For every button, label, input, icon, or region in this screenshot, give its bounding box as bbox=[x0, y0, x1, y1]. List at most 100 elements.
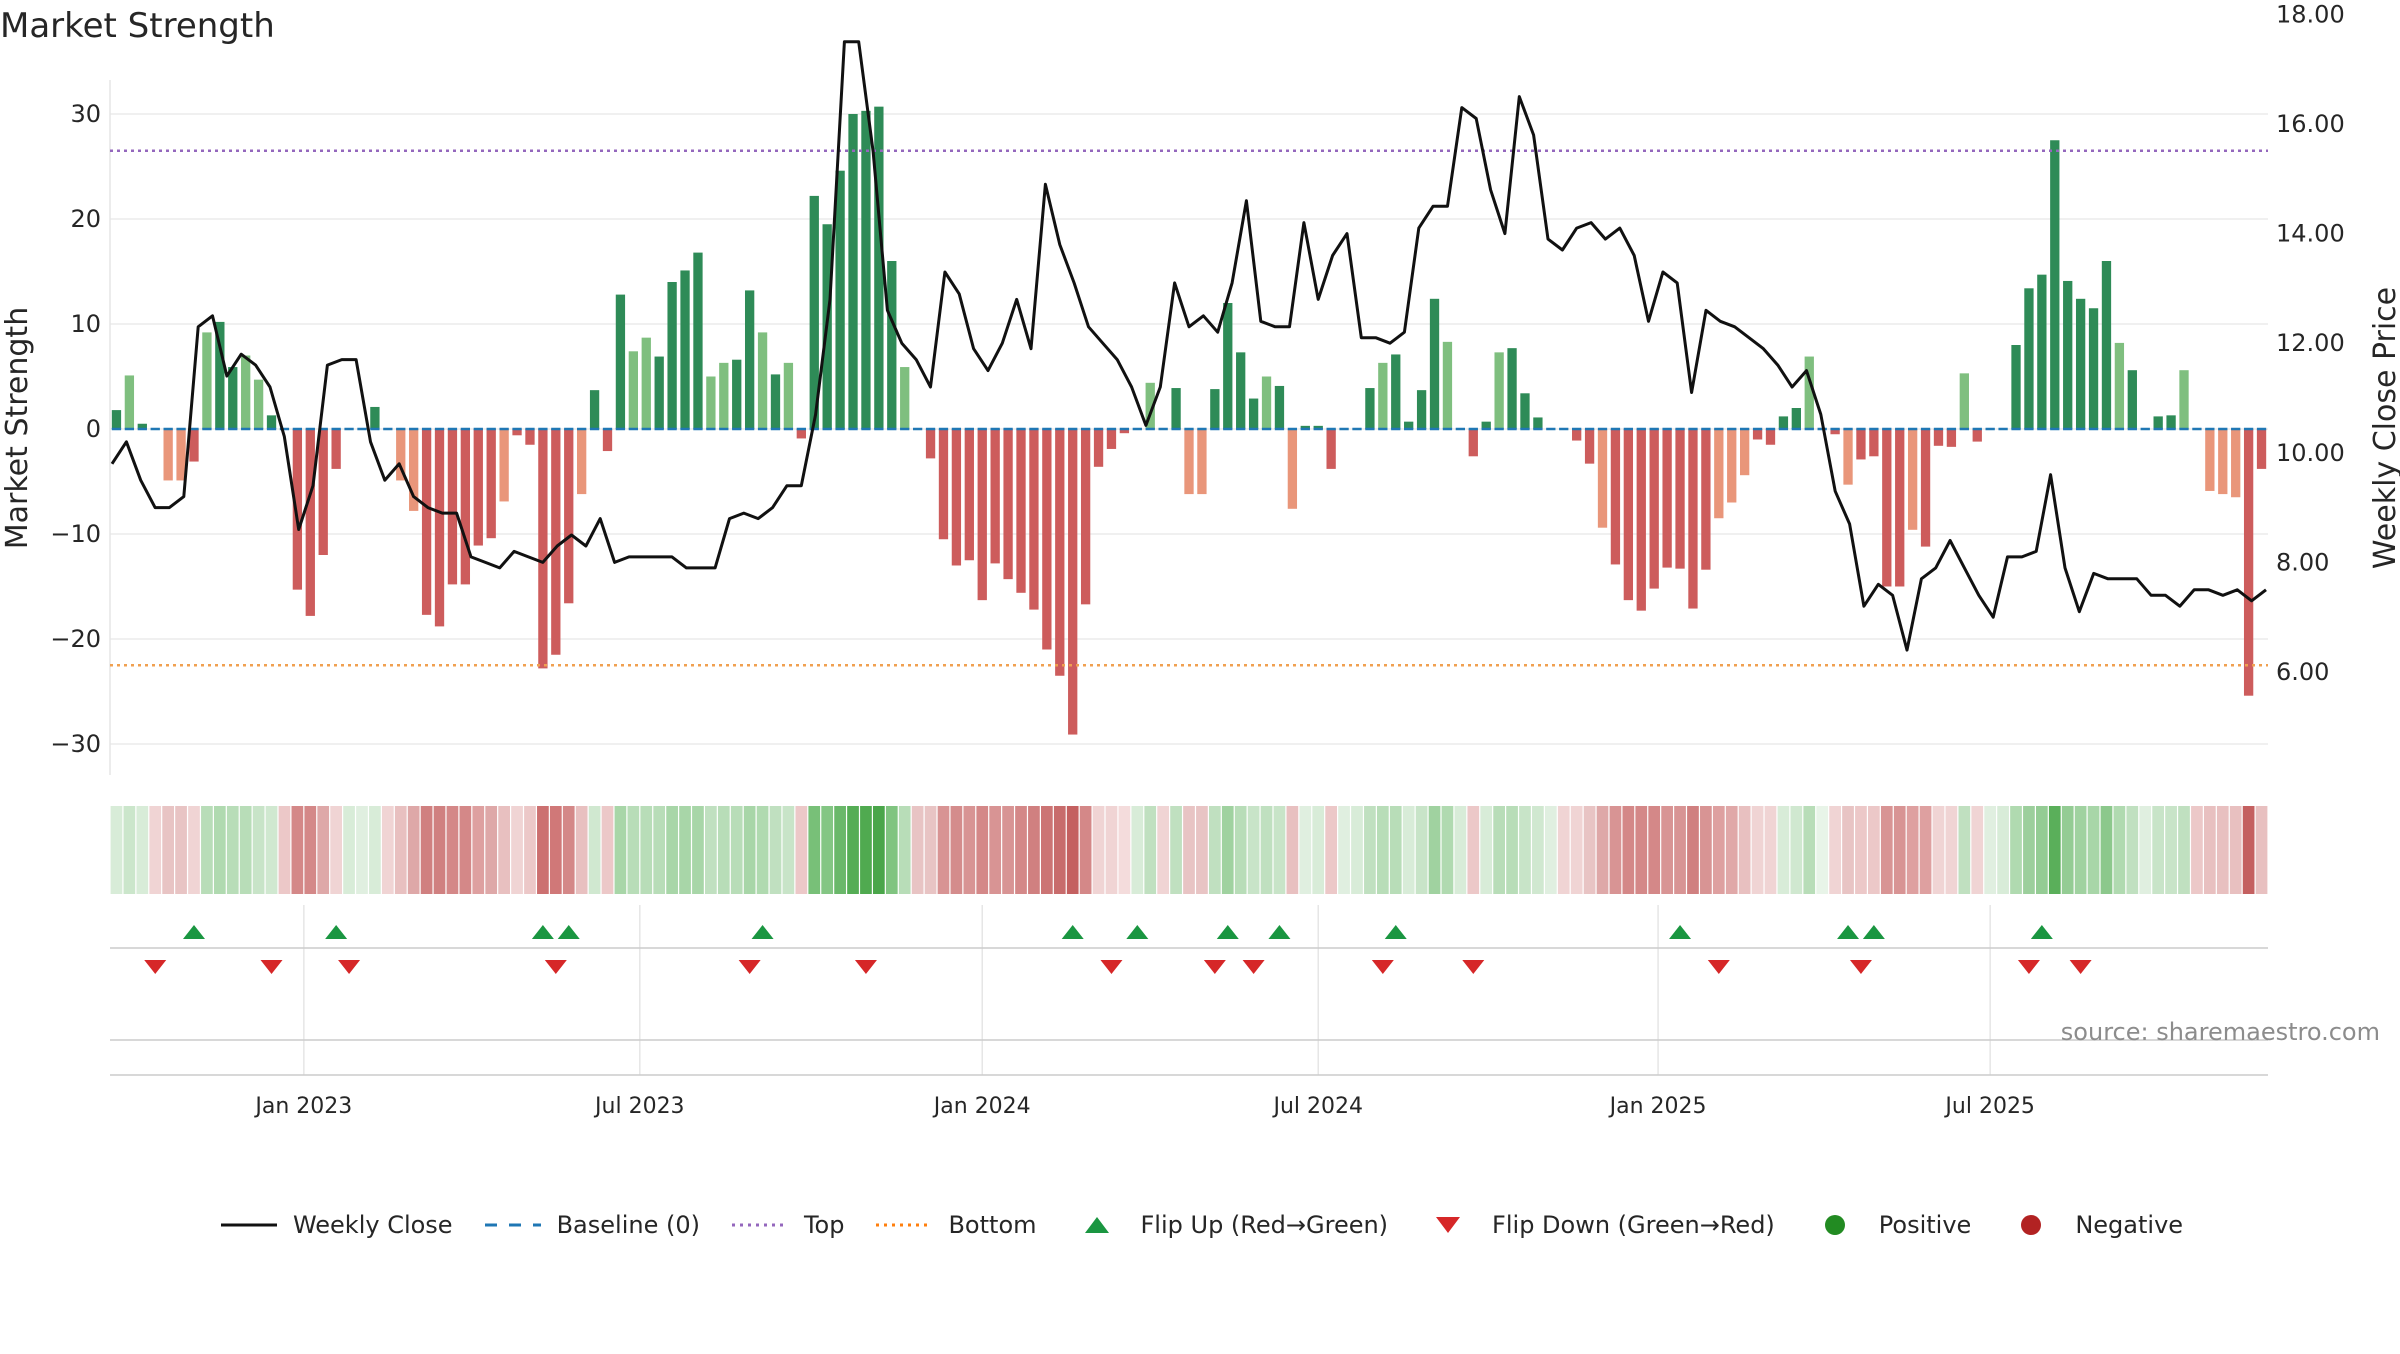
strength-bar bbox=[1093, 429, 1104, 467]
strength-bar bbox=[228, 367, 238, 429]
strip-cell bbox=[860, 806, 872, 894]
strip-cell bbox=[1506, 806, 1518, 894]
strip-cell bbox=[1428, 806, 1441, 894]
x-tick-label: Jan 2025 bbox=[1608, 1094, 1707, 1119]
legend-item: Negative bbox=[1999, 1211, 2183, 1239]
legend-swatch-icon bbox=[1824, 1215, 1845, 1235]
strip-cell bbox=[575, 806, 588, 894]
strip-cell bbox=[420, 806, 433, 894]
strength-bar bbox=[1429, 298, 1440, 429]
strip-cell bbox=[1028, 806, 1040, 894]
strength-bar bbox=[564, 429, 574, 604]
strip-cell bbox=[1803, 806, 1816, 894]
strength-bar bbox=[1300, 425, 1310, 429]
strip-cell bbox=[1299, 806, 1312, 894]
strength-bar bbox=[1404, 421, 1414, 429]
strength-bar bbox=[460, 429, 471, 585]
strength-bar bbox=[538, 429, 548, 669]
strength-bar bbox=[719, 362, 729, 429]
strength-bar bbox=[111, 410, 122, 429]
flip-up-marker bbox=[1126, 925, 1149, 939]
strength-bar bbox=[2088, 308, 2099, 429]
legend-label: Flip Up (Red→Green) bbox=[1140, 1211, 1389, 1239]
flip-up-marker bbox=[1837, 925, 1860, 939]
flip-down-marker bbox=[144, 960, 167, 974]
strip-cell bbox=[1700, 806, 1712, 894]
strip-cell bbox=[201, 806, 213, 894]
strip-cell bbox=[1764, 806, 1777, 894]
strip-cell bbox=[950, 806, 963, 894]
strength-bar bbox=[1701, 429, 1711, 570]
strength-bar bbox=[951, 429, 962, 566]
strength-bar bbox=[1584, 429, 1595, 464]
strip-cell bbox=[666, 806, 678, 894]
strip-cell bbox=[1868, 806, 1880, 894]
strip-cell bbox=[2255, 806, 2268, 894]
x-tick-label: Jul 2025 bbox=[1943, 1094, 2035, 1119]
strip-cell bbox=[1674, 806, 1686, 894]
strength-bar bbox=[1830, 429, 1840, 435]
flip-down-marker bbox=[1242, 960, 1265, 974]
strip-cell bbox=[2178, 806, 2190, 894]
strength-bar bbox=[124, 375, 135, 429]
strip-cell bbox=[1596, 806, 1609, 894]
strip-cell bbox=[1092, 806, 1105, 894]
chart-title: Market Strength bbox=[0, 6, 275, 46]
strength-bar bbox=[1326, 429, 1336, 469]
strength-bar bbox=[409, 429, 419, 511]
strip-cell bbox=[1002, 806, 1014, 894]
strip-cell bbox=[407, 806, 420, 894]
strength-bar bbox=[1869, 429, 1879, 457]
strip-cell bbox=[1777, 806, 1790, 894]
strip-cell bbox=[911, 806, 924, 894]
strip-cell bbox=[1286, 806, 1299, 894]
strength-bar bbox=[1714, 429, 1724, 519]
strength-bar bbox=[1959, 373, 1969, 429]
strength-bar bbox=[137, 423, 147, 429]
strength-bar bbox=[1248, 398, 1259, 429]
strip-cell bbox=[1984, 806, 1997, 894]
right-axis-title: Weekly Close Price bbox=[2368, 287, 2400, 569]
strength-bar bbox=[706, 376, 716, 429]
left-tick-label: 0 bbox=[86, 415, 101, 443]
strip-cell bbox=[433, 806, 446, 894]
strength-bar bbox=[2231, 429, 2241, 498]
price-line-layer bbox=[110, 40, 2267, 652]
strip-cell bbox=[446, 806, 459, 894]
strip-cell bbox=[1661, 806, 1673, 894]
strength-bar bbox=[1003, 429, 1013, 580]
strength-bar bbox=[757, 332, 768, 429]
strip-cell bbox=[1105, 806, 1118, 894]
strip-cell bbox=[1312, 806, 1325, 894]
strip-cell bbox=[472, 806, 485, 894]
strength-bar bbox=[163, 429, 173, 481]
strength-bar bbox=[1688, 429, 1698, 609]
strength-bar bbox=[1029, 429, 1039, 610]
strip-cell bbox=[1725, 806, 1738, 894]
strength-bar bbox=[434, 429, 445, 627]
legend-swatch-icon bbox=[1436, 1217, 1461, 1233]
strength-bar bbox=[1481, 421, 1491, 429]
strip-cell bbox=[304, 806, 317, 894]
strength-bar bbox=[2205, 429, 2215, 491]
legend-label: Negative bbox=[2075, 1211, 2184, 1239]
strip-cell bbox=[1376, 806, 1389, 894]
strip-cell bbox=[1842, 806, 1854, 894]
strip-cell bbox=[1338, 806, 1350, 894]
legend-swatch-icon bbox=[731, 1223, 788, 1227]
flip-up-marker bbox=[1268, 925, 1291, 939]
strip-cell bbox=[2100, 806, 2113, 894]
flip-down-marker bbox=[1100, 960, 1123, 974]
strip-cell bbox=[1389, 806, 1402, 894]
strip-cell bbox=[2191, 806, 2203, 894]
strip-cell bbox=[1183, 806, 1195, 894]
left-tick-label: −20 bbox=[50, 625, 101, 653]
strip-cell bbox=[963, 806, 976, 894]
strength-bar bbox=[589, 390, 600, 429]
strip-cell bbox=[821, 806, 834, 894]
strip-cell bbox=[1325, 806, 1338, 894]
triangle-up-icon bbox=[1084, 1217, 1109, 1233]
strip-cell bbox=[343, 806, 355, 894]
right-tick-label: 16.00 bbox=[2276, 110, 2345, 138]
flip-down-marker bbox=[1203, 960, 1226, 974]
